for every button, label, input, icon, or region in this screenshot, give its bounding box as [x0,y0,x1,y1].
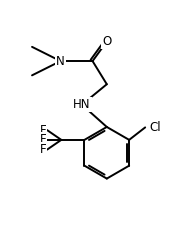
Text: F: F [40,124,46,136]
Text: N: N [56,55,65,68]
Text: F: F [40,133,46,146]
Text: Cl: Cl [150,121,161,134]
Text: HN: HN [73,98,91,111]
Text: F: F [40,143,46,156]
Text: O: O [102,35,111,48]
